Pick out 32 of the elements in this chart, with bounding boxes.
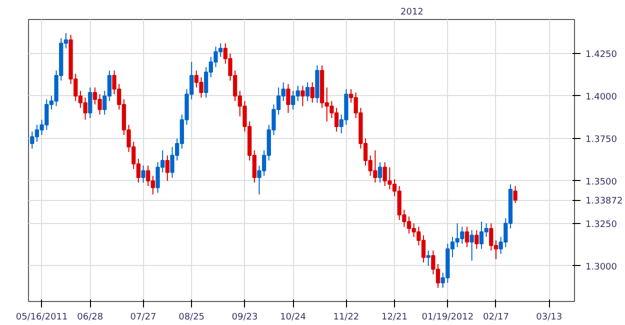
y-tick-label: 1.3750: [586, 134, 618, 145]
candlestick: [305, 82, 310, 102]
x-tick-label: 10/24: [280, 312, 306, 322]
y-tick-label: 1.3250: [586, 220, 618, 230]
candlestick: [300, 85, 305, 107]
x-tick-label: 06/28: [77, 312, 104, 322]
candlestick: [474, 230, 479, 250]
x-tick-label: 09/23: [232, 312, 258, 322]
text: 2012: [400, 8, 424, 18]
candlestick: [426, 250, 430, 266]
x-tick-label: 11/22: [333, 312, 360, 322]
candlestick: [310, 82, 314, 104]
x-tick-label: 02/17: [483, 312, 509, 322]
candlestick: [378, 162, 382, 184]
candlestick: [286, 84, 290, 114]
y-tick-label: 1.3500: [586, 177, 618, 188]
candlestick: [470, 230, 474, 262]
x-tick-label: 07/27: [130, 312, 156, 322]
candlestick: [88, 86, 92, 119]
y-tick-label: 1.33872: [586, 196, 623, 207]
x-tick-label: 03/13: [536, 312, 562, 322]
candlestick: [464, 226, 470, 248]
candlestick: [513, 185, 518, 204]
x-tick-label: 05/16/2011: [16, 312, 68, 322]
x-tick-label: 08/25: [178, 312, 205, 322]
y-tick-label: 1.4000: [586, 92, 618, 102]
y-tick-label: 1.3000: [586, 262, 618, 272]
x-tick-label: 12/21: [382, 312, 408, 322]
candlestick: [165, 154, 170, 182]
candlestick: [141, 165, 146, 184]
x-tick-label: 01/19/2012: [422, 312, 474, 322]
y-tick-label: 1.4250: [586, 50, 618, 60]
